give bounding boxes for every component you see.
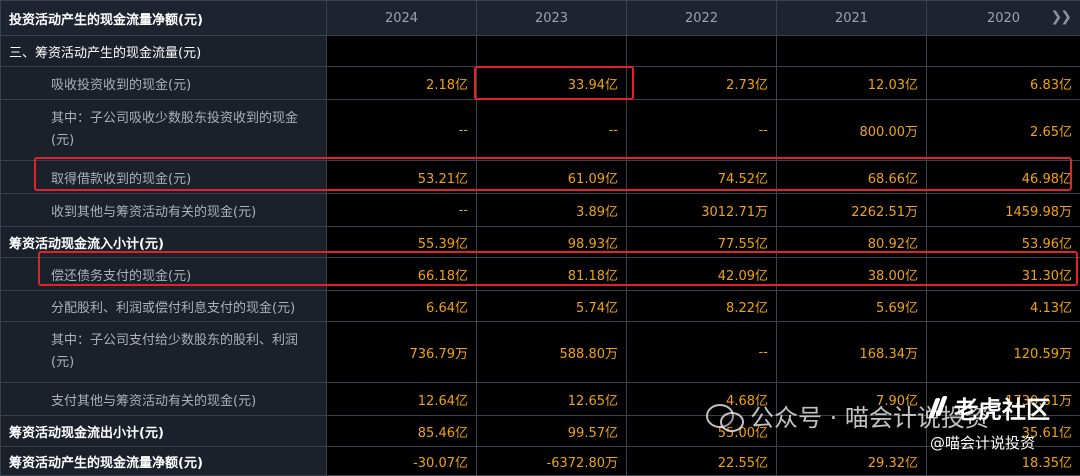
cell-value: 61.09亿 bbox=[477, 161, 627, 194]
cell-value: 66.18亿 bbox=[327, 258, 477, 291]
cell-value: 53.96亿 bbox=[927, 227, 1080, 258]
table-row: 支付其他与筹资活动有关的现金(元) 12.64亿 12.65亿 4.68亿 7.… bbox=[1, 383, 1080, 416]
table-header-row: 投资活动产生的现金流量净额(元) 2024 2023 2022 2021 202… bbox=[1, 1, 1080, 36]
cell-value: 18.35亿 bbox=[927, 447, 1080, 476]
row-label: 取得借款收到的现金(元) bbox=[1, 161, 327, 194]
table-row: 偿还债务支付的现金(元) 66.18亿 81.18亿 42.09亿 38.00亿… bbox=[1, 258, 1080, 291]
cell-value: 3.89亿 bbox=[477, 194, 627, 227]
row-label: 收到其他与筹资活动有关的现金(元) bbox=[1, 194, 327, 227]
cell-value: 53.21亿 bbox=[327, 161, 477, 194]
row-label: 其中：子公司支付给少数股东的股利、利润(元) bbox=[1, 322, 327, 383]
cell-value: 12.03亿 bbox=[777, 67, 927, 100]
cell-value: 46.98亿 bbox=[927, 161, 1080, 194]
row-label: 筹资活动现金流出小计(元) bbox=[1, 416, 327, 447]
cell-value: 120.59万 bbox=[927, 322, 1080, 383]
cell-value: 4.68亿 bbox=[627, 383, 777, 416]
cell-value bbox=[927, 36, 1080, 67]
table-row: 分配股利、利润或偿付利息支付的现金(元) 6.64亿 5.74亿 8.22亿 5… bbox=[1, 291, 1080, 322]
cell-value: -- bbox=[627, 100, 777, 161]
table-row: 其中：子公司支付给少数股东的股利、利润(元) 736.79万 588.80万 -… bbox=[1, 322, 1080, 383]
cell-value: 68.66亿 bbox=[777, 161, 927, 194]
cell-value bbox=[627, 36, 777, 67]
cell-value: 2.73亿 bbox=[627, 67, 777, 100]
cell-value: 6.83亿 bbox=[927, 67, 1080, 100]
year-header-2020[interactable]: 2020 ❯❯ bbox=[927, 1, 1080, 36]
cell-value: -- bbox=[327, 100, 477, 161]
cell-value: 4.13亿 bbox=[927, 291, 1080, 322]
year-header-2022[interactable]: 2022 bbox=[627, 1, 777, 36]
cell-value: 80.92亿 bbox=[777, 227, 927, 258]
cell-value: 35.61亿 bbox=[927, 416, 1080, 447]
row-label: 筹资活动现金流入小计(元) bbox=[1, 227, 327, 258]
row-label: 其中：子公司吸收少数股东投资收到的现金(元) bbox=[1, 100, 327, 161]
row-label: 偿还债务支付的现金(元) bbox=[1, 258, 327, 291]
row-label: 分配股利、利润或偿付利息支付的现金(元) bbox=[1, 291, 327, 322]
cell-value bbox=[777, 416, 927, 447]
cell-value: 3012.71万 bbox=[627, 194, 777, 227]
table-row: 三、筹资活动产生的现金流量(元) bbox=[1, 36, 1080, 67]
year-header-2024[interactable]: 2024 bbox=[327, 1, 477, 36]
year-header-2023[interactable]: 2023 bbox=[477, 1, 627, 36]
cell-value: 5.69亿 bbox=[777, 291, 927, 322]
table-row: 其中：子公司吸收少数股东投资收到的现金(元) -- -- -- 800.00万 … bbox=[1, 100, 1080, 161]
cell-value: 1459.98万 bbox=[927, 194, 1080, 227]
row-label: 吸收投资收到的现金(元) bbox=[1, 67, 327, 100]
cell-value: 12.65亿 bbox=[477, 383, 627, 416]
double-chevron-right-icon[interactable]: ❯❯ bbox=[1051, 9, 1070, 25]
cell-value: 168.34万 bbox=[777, 322, 927, 383]
cell-value: 29.32亿 bbox=[777, 447, 927, 476]
cell-value: -- bbox=[477, 100, 627, 161]
cell-value: 42.09亿 bbox=[627, 258, 777, 291]
table-row: 筹资活动现金流入小计(元) 55.39亿 98.93亿 77.55亿 80.92… bbox=[1, 227, 1080, 258]
table-row: 吸收投资收到的现金(元) 2.18亿 33.94亿 2.73亿 12.03亿 6… bbox=[1, 67, 1080, 100]
cell-value: 38.00亿 bbox=[777, 258, 927, 291]
cell-value: 55.39亿 bbox=[327, 227, 477, 258]
cell-value: 7.90亿 bbox=[777, 383, 927, 416]
cell-value bbox=[477, 36, 627, 67]
cell-value: 98.93亿 bbox=[477, 227, 627, 258]
cell-value: 2262.51万 bbox=[777, 194, 927, 227]
cell-value: 800.00万 bbox=[777, 100, 927, 161]
cell-value: 55.00亿 bbox=[627, 416, 777, 447]
row-label: 支付其他与筹资活动有关的现金(元) bbox=[1, 383, 327, 416]
cell-value: 77.55亿 bbox=[627, 227, 777, 258]
cell-value: 22.55亿 bbox=[627, 447, 777, 476]
cell-value: 12.64亿 bbox=[327, 383, 477, 416]
table-row: 筹资活动产生的现金流量净额(元) -30.07亿 -6372.80万 22.55… bbox=[1, 447, 1080, 476]
cell-value: 31.30亿 bbox=[927, 258, 1080, 291]
table-row: 收到其他与筹资活动有关的现金(元) -- 3.89亿 3012.71万 2262… bbox=[1, 194, 1080, 227]
table-row: 取得借款收到的现金(元) 53.21亿 61.09亿 74.52亿 68.66亿… bbox=[1, 161, 1080, 194]
row-label: 筹资活动产生的现金流量净额(元) bbox=[1, 447, 327, 476]
cell-value: 74.52亿 bbox=[627, 161, 777, 194]
cell-value: 8.22亿 bbox=[627, 291, 777, 322]
cell-value: 2.18亿 bbox=[327, 67, 477, 100]
cell-value: 6.64亿 bbox=[327, 291, 477, 322]
year-header-2020-label: 2020 bbox=[987, 11, 1020, 26]
cell-value: 99.57亿 bbox=[477, 416, 627, 447]
cell-value bbox=[327, 36, 477, 67]
cell-value: 2.65亿 bbox=[927, 100, 1080, 161]
row-label: 三、筹资活动产生的现金流量(元) bbox=[1, 36, 327, 67]
cell-value: -- bbox=[327, 194, 477, 227]
cell-value: 588.80万 bbox=[477, 322, 627, 383]
cell-value: -- bbox=[627, 322, 777, 383]
cell-value: 85.46亿 bbox=[327, 416, 477, 447]
table-row: 筹资活动现金流出小计(元) 85.46亿 99.57亿 55.00亿 35.61… bbox=[1, 416, 1080, 447]
cell-value: -30.07亿 bbox=[327, 447, 477, 476]
year-header-2021[interactable]: 2021 bbox=[777, 1, 927, 36]
cell-value: 1730.61万 bbox=[927, 383, 1080, 416]
header-title: 投资活动产生的现金流量净额(元) bbox=[1, 1, 327, 36]
cell-value: 5.74亿 bbox=[477, 291, 627, 322]
cell-value: -6372.80万 bbox=[477, 447, 627, 476]
cell-value bbox=[777, 36, 927, 67]
cell-value: 81.18亿 bbox=[477, 258, 627, 291]
cell-value: 736.79万 bbox=[327, 322, 477, 383]
cell-value: 33.94亿 bbox=[477, 67, 627, 100]
